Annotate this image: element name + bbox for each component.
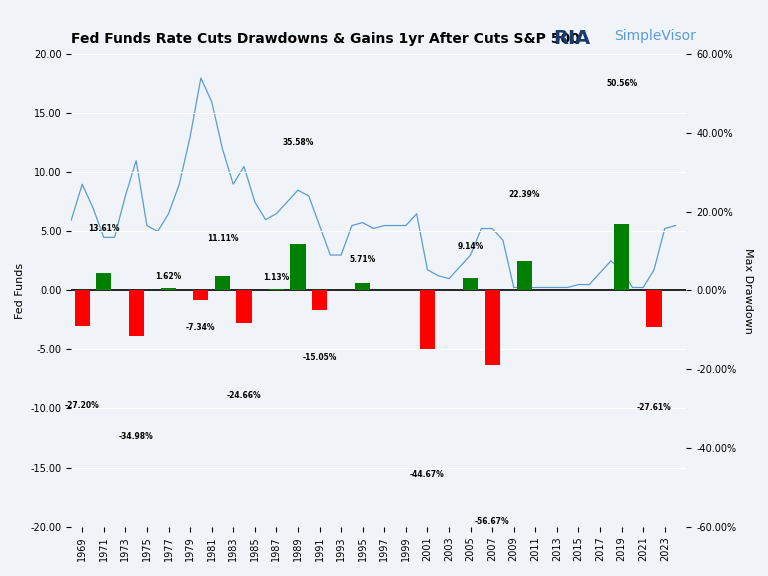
Bar [312, 290, 327, 310]
Text: -27.20%: -27.20% [65, 401, 100, 410]
Bar [463, 278, 478, 290]
Text: 1.62%: 1.62% [155, 271, 181, 281]
Text: -24.66%: -24.66% [227, 391, 261, 400]
Text: Fed Funds Rate Cuts Drawdowns & Gains 1yr After Cuts S&P 500: Fed Funds Rate Cuts Drawdowns & Gains 1y… [71, 32, 580, 46]
Bar [161, 289, 176, 290]
Y-axis label: Fed Funds: Fed Funds [15, 263, 25, 319]
Text: 9.14%: 9.14% [458, 242, 484, 251]
Bar [647, 290, 661, 327]
Bar [290, 244, 306, 290]
Bar [96, 272, 111, 290]
Bar [128, 290, 144, 336]
Text: SimpleVisor: SimpleVisor [614, 29, 697, 43]
Bar [355, 283, 370, 290]
Text: -15.05%: -15.05% [303, 353, 336, 362]
Text: 35.58%: 35.58% [283, 138, 313, 147]
Text: 11.11%: 11.11% [207, 234, 238, 243]
Bar [420, 290, 435, 349]
Bar [237, 290, 252, 323]
Bar [194, 290, 208, 300]
Text: 13.61%: 13.61% [88, 225, 120, 233]
Text: 1.13%: 1.13% [263, 274, 290, 282]
Text: 50.56%: 50.56% [606, 79, 637, 88]
Text: -44.67%: -44.67% [410, 470, 445, 479]
Text: -7.34%: -7.34% [186, 323, 216, 332]
Y-axis label: Max Drawdown: Max Drawdown [743, 248, 753, 334]
Bar [485, 290, 500, 365]
Text: RIA: RIA [553, 29, 591, 48]
Text: 5.71%: 5.71% [349, 255, 376, 264]
Bar [614, 224, 629, 290]
Text: -27.61%: -27.61% [637, 403, 671, 412]
Bar [74, 290, 90, 326]
Text: -56.67%: -56.67% [475, 517, 509, 526]
Bar [215, 276, 230, 290]
Text: 22.39%: 22.39% [508, 190, 540, 199]
Text: -34.98%: -34.98% [119, 431, 154, 441]
Bar [269, 289, 284, 290]
Bar [517, 261, 532, 290]
